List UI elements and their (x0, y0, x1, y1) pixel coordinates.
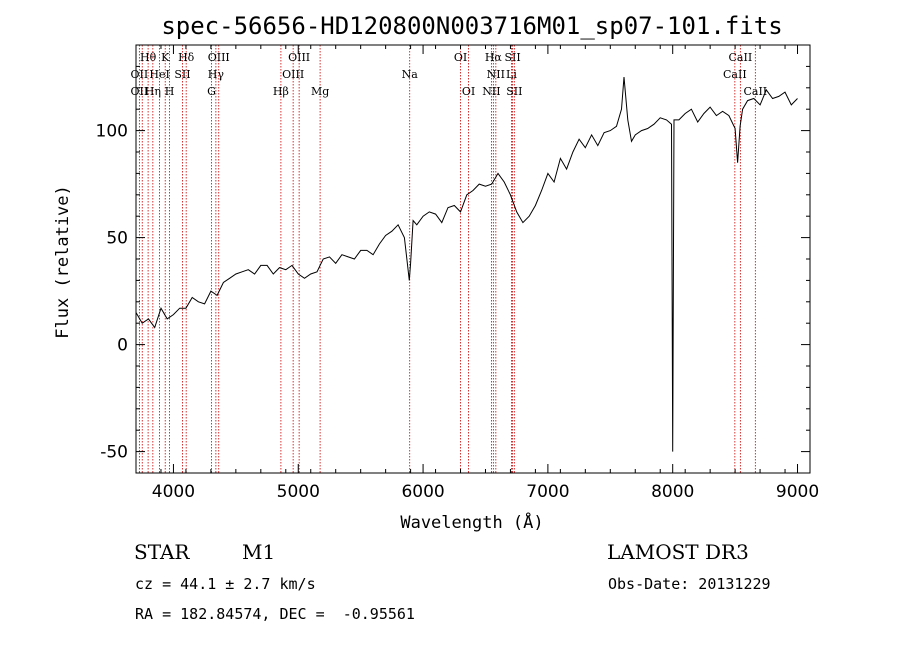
line-label: Hγ (208, 68, 225, 81)
y-tick-label: 100 (96, 122, 128, 142)
line-label: OII (131, 85, 149, 98)
chart-title: spec-56656-HD120800N003716M01_sp07-101.f… (161, 12, 782, 40)
obs-date: Obs-Date: 20131229 (608, 575, 771, 593)
line-label: K (161, 51, 170, 64)
line-label: OII (131, 68, 149, 81)
line-label: Hα (485, 51, 503, 64)
x-tick-label: 6000 (401, 482, 444, 502)
line-label: SII (506, 85, 522, 98)
object-subclass: M1 (242, 540, 276, 564)
line-label: G (207, 85, 216, 98)
plot-frame (135, 44, 811, 474)
line-label: H (165, 85, 175, 98)
line-label: CaII (723, 68, 747, 81)
redshift-text: cz = 44.1 ± 2.7 km/s (135, 575, 316, 593)
line-label: Mg (311, 85, 329, 98)
line-label: SII (174, 68, 190, 81)
line-label: CaII (743, 85, 767, 98)
x-axis-ticks: 4000 5000 6000 7000 8000 9000 (135, 45, 819, 502)
line-label: OI (462, 85, 475, 98)
x-tick-label: 8000 (651, 482, 694, 502)
y-tick-label: -50 (100, 443, 128, 463)
line-label: Hη (145, 85, 161, 98)
spectrum-line (135, 77, 798, 452)
x-tick-label: 9000 (776, 482, 819, 502)
x-tick-label: 7000 (526, 482, 569, 502)
coordinates: RA = 182.84574, DEC = -0.95561 (135, 605, 415, 623)
line-label: Na (402, 68, 419, 81)
x-axis-label: Wavelength (Å) (400, 511, 543, 533)
line-label: Hδ (178, 51, 195, 64)
spectral-line-markers (138, 45, 756, 473)
x-tick-label: 4000 (152, 482, 195, 502)
line-label: Hβ (273, 85, 289, 98)
y-axis-ticks: -50 0 50 100 (96, 44, 810, 474)
line-label: OIII (282, 68, 304, 81)
line-label: OIII (288, 51, 310, 64)
line-label: SII (504, 51, 520, 64)
survey-name: LAMOST DR3 (607, 540, 749, 564)
line-label: NII (487, 68, 505, 81)
line-label: HeI (149, 68, 169, 81)
line-label: OIII (208, 51, 230, 64)
y-tick-label: 0 (117, 336, 128, 356)
x-tick-label: 5000 (277, 482, 320, 502)
line-label: NII (482, 85, 500, 98)
object-class: STAR (134, 540, 190, 564)
y-axis-label: Flux (relative) (53, 185, 73, 339)
line-label: Li (506, 68, 517, 81)
line-label: CaII (729, 51, 753, 64)
line-label: OI (454, 51, 467, 64)
y-tick-label: 50 (106, 229, 128, 249)
line-label: Hθ (140, 51, 157, 64)
